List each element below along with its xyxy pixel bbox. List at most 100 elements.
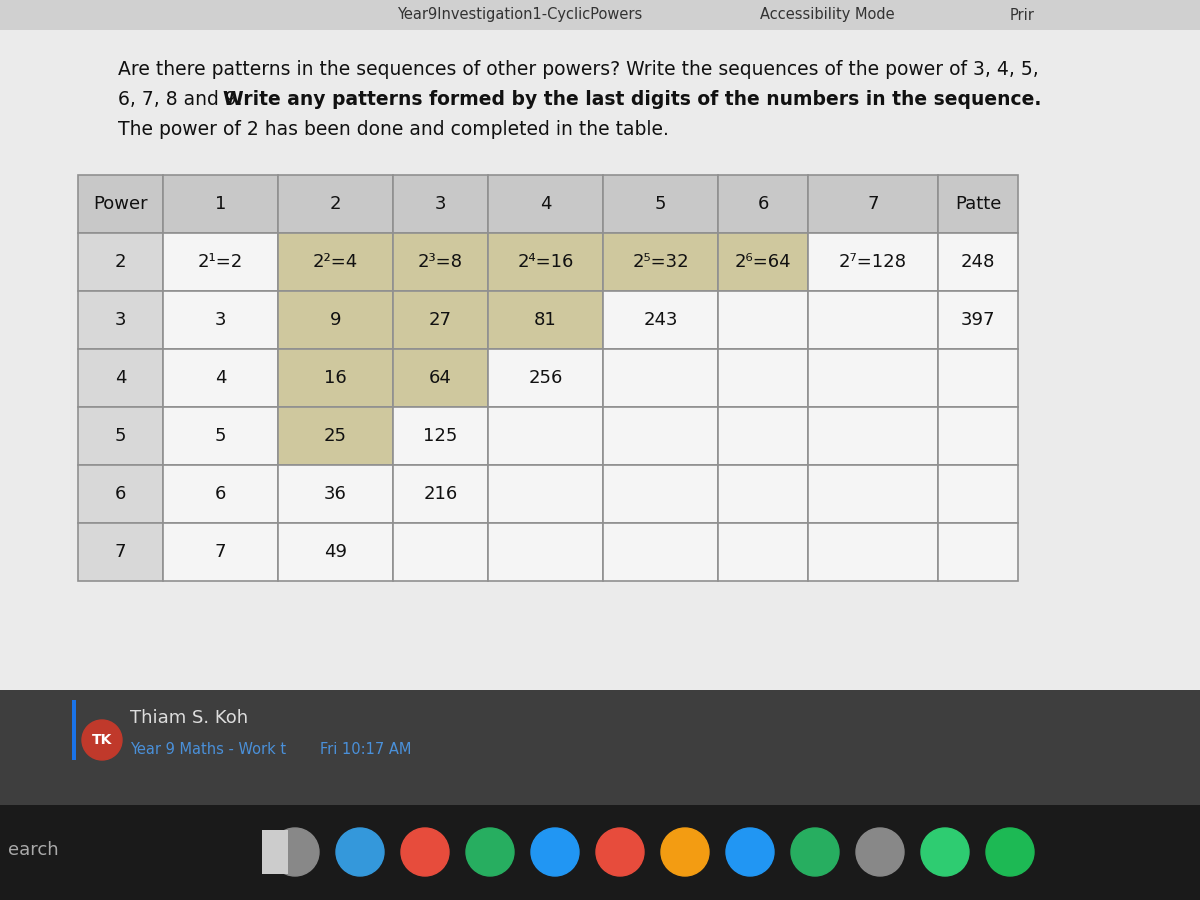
- Text: 25: 25: [324, 427, 347, 445]
- FancyBboxPatch shape: [718, 291, 808, 349]
- FancyBboxPatch shape: [718, 233, 808, 291]
- FancyBboxPatch shape: [938, 175, 1018, 233]
- FancyBboxPatch shape: [0, 30, 1200, 690]
- Circle shape: [986, 828, 1034, 876]
- Text: 2⁷=128: 2⁷=128: [839, 253, 907, 271]
- Text: 2²=4: 2²=4: [313, 253, 358, 271]
- FancyBboxPatch shape: [938, 233, 1018, 291]
- FancyBboxPatch shape: [278, 291, 394, 349]
- Circle shape: [530, 828, 580, 876]
- Circle shape: [791, 828, 839, 876]
- Text: 4: 4: [540, 195, 551, 213]
- Text: 6: 6: [757, 195, 769, 213]
- Text: 7: 7: [868, 195, 878, 213]
- FancyBboxPatch shape: [938, 349, 1018, 407]
- Text: 81: 81: [534, 311, 557, 329]
- FancyBboxPatch shape: [604, 291, 718, 349]
- FancyBboxPatch shape: [604, 465, 718, 523]
- FancyBboxPatch shape: [808, 291, 938, 349]
- FancyBboxPatch shape: [938, 291, 1018, 349]
- FancyBboxPatch shape: [78, 523, 163, 581]
- Text: 2: 2: [330, 195, 341, 213]
- FancyBboxPatch shape: [163, 233, 278, 291]
- FancyBboxPatch shape: [808, 523, 938, 581]
- Text: 256: 256: [528, 369, 563, 387]
- Circle shape: [726, 828, 774, 876]
- FancyBboxPatch shape: [163, 291, 278, 349]
- FancyBboxPatch shape: [488, 407, 604, 465]
- Text: earch: earch: [8, 841, 59, 859]
- FancyBboxPatch shape: [78, 291, 163, 349]
- FancyBboxPatch shape: [488, 291, 604, 349]
- FancyBboxPatch shape: [72, 700, 76, 760]
- FancyBboxPatch shape: [163, 523, 278, 581]
- Text: The power of 2 has been done and completed in the table.: The power of 2 has been done and complet…: [118, 120, 668, 139]
- FancyBboxPatch shape: [808, 175, 938, 233]
- FancyBboxPatch shape: [718, 465, 808, 523]
- Circle shape: [466, 828, 514, 876]
- FancyBboxPatch shape: [394, 465, 488, 523]
- FancyBboxPatch shape: [278, 175, 394, 233]
- FancyBboxPatch shape: [938, 523, 1018, 581]
- Text: 9: 9: [330, 311, 341, 329]
- Circle shape: [401, 828, 449, 876]
- FancyBboxPatch shape: [604, 233, 718, 291]
- FancyBboxPatch shape: [488, 523, 604, 581]
- Text: 2³=8: 2³=8: [418, 253, 463, 271]
- FancyBboxPatch shape: [604, 349, 718, 407]
- FancyBboxPatch shape: [0, 690, 1200, 805]
- Text: 16: 16: [324, 369, 347, 387]
- FancyBboxPatch shape: [278, 349, 394, 407]
- FancyBboxPatch shape: [488, 349, 604, 407]
- Text: 5: 5: [655, 195, 666, 213]
- FancyBboxPatch shape: [163, 465, 278, 523]
- Text: 2¹=2: 2¹=2: [198, 253, 244, 271]
- Text: 4: 4: [115, 369, 126, 387]
- Text: 243: 243: [643, 311, 678, 329]
- Text: 5: 5: [115, 427, 126, 445]
- FancyBboxPatch shape: [488, 175, 604, 233]
- Circle shape: [271, 828, 319, 876]
- Text: 5: 5: [215, 427, 227, 445]
- FancyBboxPatch shape: [262, 830, 288, 874]
- FancyBboxPatch shape: [938, 407, 1018, 465]
- FancyBboxPatch shape: [394, 291, 488, 349]
- Circle shape: [82, 720, 122, 760]
- FancyBboxPatch shape: [278, 407, 394, 465]
- FancyBboxPatch shape: [394, 175, 488, 233]
- FancyBboxPatch shape: [808, 407, 938, 465]
- Text: 7: 7: [215, 543, 227, 561]
- Text: 397: 397: [961, 311, 995, 329]
- FancyBboxPatch shape: [808, 465, 938, 523]
- FancyBboxPatch shape: [78, 465, 163, 523]
- FancyBboxPatch shape: [0, 0, 1200, 30]
- FancyBboxPatch shape: [808, 233, 938, 291]
- Circle shape: [856, 828, 904, 876]
- FancyBboxPatch shape: [718, 349, 808, 407]
- FancyBboxPatch shape: [278, 233, 394, 291]
- FancyBboxPatch shape: [278, 523, 394, 581]
- FancyBboxPatch shape: [78, 233, 163, 291]
- FancyBboxPatch shape: [0, 805, 1200, 900]
- Text: Patte: Patte: [955, 195, 1001, 213]
- FancyBboxPatch shape: [394, 349, 488, 407]
- FancyBboxPatch shape: [488, 465, 604, 523]
- Text: Write any patterns formed by the last digits of the numbers in the sequence.: Write any patterns formed by the last di…: [223, 90, 1042, 109]
- Text: 36: 36: [324, 485, 347, 503]
- Text: 6: 6: [115, 485, 126, 503]
- Text: 7: 7: [115, 543, 126, 561]
- Text: Year9Investigation1-CyclicPowers: Year9Investigation1-CyclicPowers: [397, 7, 643, 22]
- Text: 125: 125: [424, 427, 457, 445]
- FancyBboxPatch shape: [78, 407, 163, 465]
- Text: 6, 7, 8 and 9.: 6, 7, 8 and 9.: [118, 90, 254, 109]
- Text: 64: 64: [430, 369, 452, 387]
- Text: 1: 1: [215, 195, 226, 213]
- Text: 2⁶=64: 2⁶=64: [734, 253, 791, 271]
- Text: Accessibility Mode: Accessibility Mode: [760, 7, 895, 22]
- FancyBboxPatch shape: [938, 465, 1018, 523]
- Circle shape: [661, 828, 709, 876]
- FancyBboxPatch shape: [718, 523, 808, 581]
- Text: 4: 4: [215, 369, 227, 387]
- Text: 27: 27: [430, 311, 452, 329]
- Text: 248: 248: [961, 253, 995, 271]
